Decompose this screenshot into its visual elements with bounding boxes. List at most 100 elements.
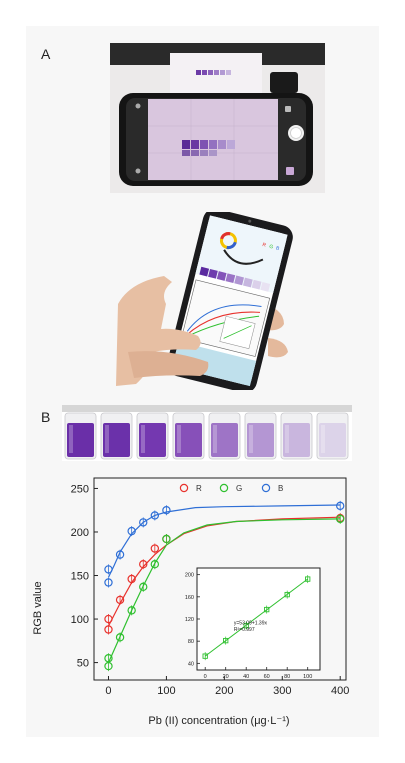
vial-solution	[103, 423, 130, 457]
inset-y-tick-label: 80	[188, 639, 194, 645]
legend-label-R: R	[196, 484, 202, 493]
legend-marker-G	[219, 483, 229, 493]
point-B	[115, 550, 125, 559]
point-R	[139, 559, 148, 569]
inset-x-tick-label: 0	[204, 674, 207, 680]
panel-label-a: A	[41, 46, 51, 62]
point-G	[336, 514, 345, 524]
app-b-label: B	[275, 245, 280, 252]
phone-capture-photo	[110, 43, 325, 193]
rgb-chart: 0 100 200 300 400 50 100 150 200 250 0 20 40 60 80 100…	[32, 477, 349, 727]
legend-label-B: B	[278, 484, 283, 493]
inset-point	[284, 591, 290, 598]
inset-y-tick-label: 160	[185, 595, 194, 601]
y-tick-label: 50	[77, 658, 89, 670]
inset-point	[305, 576, 311, 582]
legend-marker-R	[179, 483, 189, 493]
vial-highlight	[177, 425, 181, 453]
inset-y-tick-label: 40	[188, 661, 194, 667]
point-R	[127, 574, 136, 584]
hand-fingers-lower	[128, 351, 209, 378]
point-B	[162, 506, 171, 515]
point-R	[150, 544, 160, 553]
point-G	[162, 534, 171, 544]
x-tick-label: 0	[105, 685, 111, 697]
camera-flash-icon	[135, 103, 141, 109]
vial-highlight	[321, 425, 325, 453]
point-G	[115, 633, 125, 642]
vial-solution	[211, 423, 238, 457]
inset-fit-line	[204, 578, 309, 657]
x-tick-label: 400	[331, 685, 349, 697]
x-tick-label: 200	[215, 685, 233, 697]
vial-solution	[319, 423, 346, 457]
point-B	[104, 578, 113, 587]
y-axis-label: RGB value	[32, 581, 44, 634]
point-G	[127, 606, 136, 615]
x-tick-label: 300	[273, 685, 291, 697]
hand-fingers-front	[146, 328, 201, 352]
inset-r-squared: R²=0.997	[234, 627, 255, 633]
point-G	[150, 559, 160, 569]
camera-preview	[148, 99, 278, 180]
hand-finger	[268, 338, 288, 358]
app-arrow-icon	[223, 249, 264, 265]
vial-solution	[247, 423, 274, 457]
phone-clip	[270, 72, 298, 93]
point-G	[104, 654, 113, 663]
inset-point	[264, 606, 270, 613]
vial-highlight	[249, 425, 253, 453]
vials-rim-shadow	[62, 405, 352, 412]
point-B	[139, 518, 148, 527]
gallery-thumbnail-icon	[286, 167, 294, 175]
vial-solution	[175, 423, 202, 457]
x-axis-label: Pb (II) concentration (μg·L⁻¹)	[148, 715, 289, 727]
inset-equation: y=53.09+1.39x	[234, 621, 268, 627]
color-wheel-icon	[219, 232, 237, 250]
point-B	[104, 565, 113, 574]
point-B	[127, 526, 136, 536]
app-footer	[172, 341, 257, 387]
app-well-strip	[199, 266, 271, 292]
panel-label-b: B	[41, 409, 51, 425]
y-tick-label: 200	[71, 527, 89, 539]
y-tick-label: 250	[71, 483, 89, 495]
point-G	[139, 582, 148, 592]
legend-label-G: G	[236, 484, 242, 493]
vial-solution	[283, 423, 310, 457]
vial-highlight	[285, 425, 289, 453]
inset-point	[202, 653, 208, 659]
y-tick-label: 100	[71, 614, 89, 626]
vial-solution	[139, 423, 166, 457]
strip-wells-top	[196, 70, 231, 75]
vial-highlight	[69, 425, 73, 453]
point-R	[104, 614, 113, 624]
inset-y-tick-label: 200	[185, 573, 194, 579]
camera-settings-icon	[135, 168, 141, 174]
app-r-label: R	[262, 242, 267, 249]
vial-highlight	[213, 425, 217, 453]
vial-highlight	[141, 425, 145, 453]
camera-mode-icon	[285, 106, 291, 112]
preview-wells	[182, 140, 235, 156]
inset-x-tick-label: 40	[243, 674, 249, 680]
vial-highlight	[105, 425, 109, 453]
plot-frame	[93, 477, 347, 681]
vials-photo	[62, 405, 352, 461]
inset-point	[223, 637, 229, 644]
inset-x-tick-label: 20	[223, 674, 229, 680]
app-g-label: G	[268, 244, 273, 251]
front-camera-icon	[248, 219, 252, 223]
inset-point	[243, 623, 249, 629]
inset-x-tick-label: 100	[303, 674, 312, 680]
fit-line-G	[107, 518, 341, 663]
point-B	[150, 511, 160, 520]
point-B	[336, 501, 345, 511]
x-tick-label: 100	[157, 685, 175, 697]
y-tick-label: 150	[71, 571, 89, 583]
point-R	[104, 625, 113, 634]
inset-y-tick-label: 120	[185, 617, 194, 623]
inset-x-tick-label: 80	[284, 674, 290, 680]
point-R	[115, 595, 125, 605]
vial-solution	[67, 423, 94, 457]
